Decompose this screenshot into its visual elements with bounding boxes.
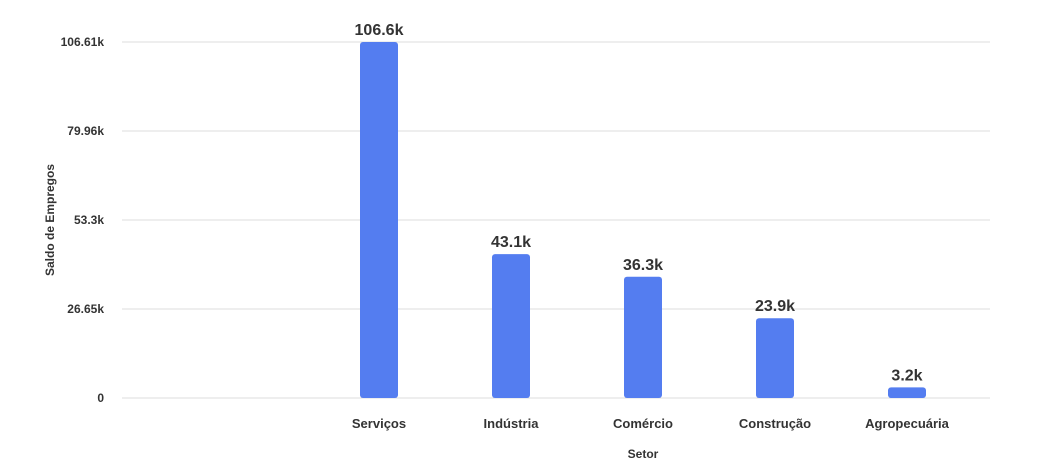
bar-construção <box>756 318 794 398</box>
x-tick-label: Serviços <box>352 416 406 431</box>
x-tick-label: Agropecuária <box>865 416 950 431</box>
y-tick-label: 106.61k <box>61 35 105 49</box>
data-label: 3.2k <box>891 367 922 384</box>
y-axis-ticks: 0 26.65k 53.3k 79.96k 106.61k <box>61 35 105 405</box>
x-axis-title: Setor <box>628 447 659 461</box>
data-label: 23.9k <box>755 298 795 315</box>
bar-indústria <box>492 254 530 398</box>
y-tick-label: 79.96k <box>67 124 104 138</box>
bar-serviços <box>360 42 398 399</box>
bar-agropecuária <box>888 387 926 398</box>
data-label: 43.1k <box>491 234 531 251</box>
x-tick-label: Construção <box>739 416 811 431</box>
data-labels: 106.6k 43.1k 36.3k 23.9k 3.2k <box>355 22 923 384</box>
y-tick-label: 53.3k <box>74 213 104 227</box>
x-tick-label: Indústria <box>484 416 540 431</box>
y-tick-label: 0 <box>97 391 104 405</box>
x-tick-label: Comércio <box>613 416 673 431</box>
y-tick-label: 26.65k <box>67 302 104 316</box>
gridlines <box>122 41 990 399</box>
bar-comércio <box>624 276 662 398</box>
x-axis-ticks: Serviços Indústria Comércio Construção Agrop… <box>352 416 950 431</box>
data-label: 106.6k <box>355 22 404 39</box>
data-label: 36.3k <box>623 257 663 274</box>
y-axis-title: Saldo de Empregos <box>43 164 57 276</box>
bars <box>360 42 926 399</box>
